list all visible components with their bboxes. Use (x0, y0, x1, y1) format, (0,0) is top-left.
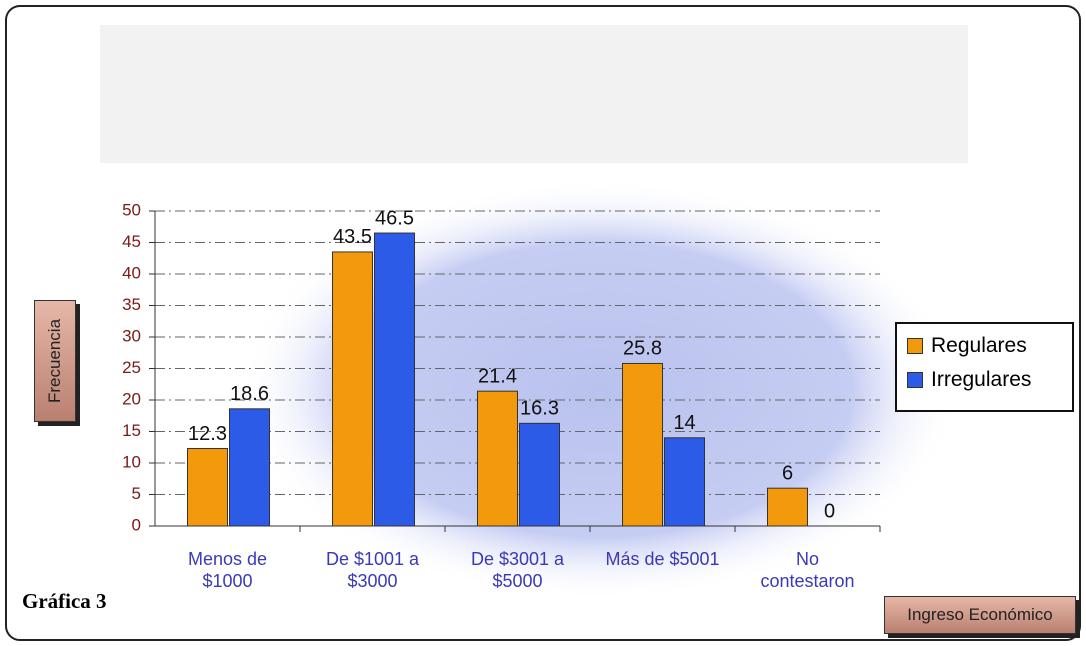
value-label: 6 (782, 462, 793, 484)
y-tick-label: 40 (122, 263, 141, 282)
y-tick-label: 25 (122, 358, 141, 377)
y-tick-label: 45 (122, 232, 141, 251)
y-tick-label: 0 (132, 515, 141, 534)
value-label: 0 (824, 500, 835, 522)
bar (332, 251, 373, 527)
value-label: 14 (673, 412, 695, 434)
legend-item: Regulares (907, 334, 1027, 358)
x-tick-label: Más de $5001 (605, 549, 720, 569)
x-tick-label: De $3001 a $5000 (470, 549, 565, 591)
value-label: 18.6 (230, 383, 269, 405)
legend-swatch (907, 372, 923, 388)
x-tick-label: Menos de $1000 (187, 549, 268, 591)
legend-swatch (907, 338, 923, 354)
value-label: 43.5 (333, 226, 372, 248)
bar (374, 232, 415, 527)
y-axis-label-box: Frecuencia (34, 300, 76, 422)
bar (519, 422, 560, 527)
y-tick-label: 30 (122, 326, 141, 345)
y-tick-label: 5 (132, 484, 141, 503)
bar (664, 437, 705, 527)
bar (622, 362, 663, 527)
x-tick-label: No contestaron (760, 549, 855, 591)
annotation: Gráfica 3 (22, 589, 107, 613)
legend-label: Regulares (931, 334, 1027, 357)
bar (187, 448, 228, 527)
header-panel (100, 25, 968, 163)
bar (767, 487, 808, 527)
legend-item: Irregulares (907, 368, 1031, 392)
value-label: 12.3 (188, 423, 227, 445)
bar (477, 390, 518, 527)
y-tick-label: 10 (122, 452, 141, 471)
y-tick-label: 35 (122, 295, 141, 314)
value-label: 21.4 (478, 365, 517, 387)
y-tick-label: 15 (122, 421, 141, 440)
x-tick-label: De $1001 a $3000 (325, 549, 420, 591)
legend: Regulares Irregulares (895, 322, 1074, 412)
value-label: 25.8 (623, 338, 662, 360)
y-tick-label: 20 (122, 389, 141, 408)
y-axis-label: Frecuencia (45, 318, 65, 404)
y-tick-label: 50 (122, 200, 141, 219)
value-label: 16.3 (520, 398, 559, 420)
value-label: 46.5 (375, 207, 414, 229)
legend-label: Irregulares (931, 368, 1032, 391)
x-axis-label: Ingreso Económico (884, 596, 1076, 634)
bar (229, 408, 270, 527)
